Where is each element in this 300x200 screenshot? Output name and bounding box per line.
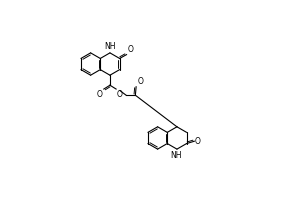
Text: O: O [127, 45, 133, 54]
Text: NH: NH [170, 151, 182, 160]
Text: NH: NH [104, 42, 116, 51]
Text: O: O [138, 77, 143, 86]
Text: O: O [117, 90, 123, 99]
Text: O: O [195, 137, 201, 146]
Text: O: O [96, 90, 102, 99]
